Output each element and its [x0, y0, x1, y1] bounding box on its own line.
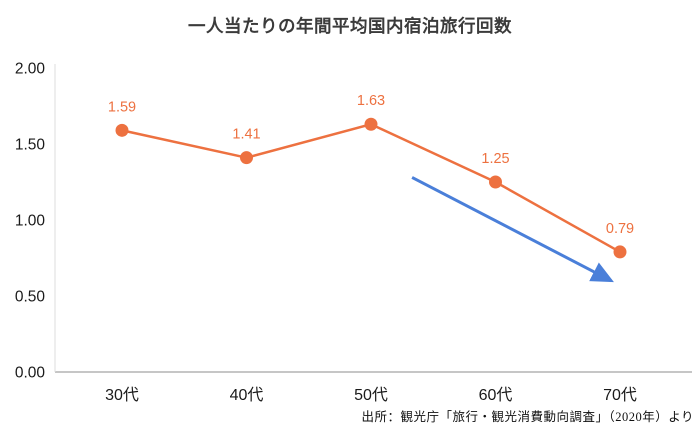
axes — [54, 64, 692, 373]
data-label: 1.25 — [481, 151, 509, 167]
y-tick-label: 0.50 — [15, 289, 46, 306]
y-tick-label: 2.00 — [15, 61, 46, 78]
trend-annotation — [411, 176, 614, 283]
tick-labels: 0.00 0.50 1.00 1.50 2.00 30代 40代 50代 60代 70代 — [15, 61, 637, 405]
data-label: 1.63 — [357, 93, 385, 109]
decline-arrow — [411, 176, 614, 283]
data-label: 1.41 — [232, 127, 260, 143]
y-tick-label: 1.00 — [15, 213, 46, 230]
data-point — [115, 123, 129, 137]
data-labels: 1.59 1.41 1.63 1.25 0.79 — [108, 93, 634, 237]
x-tick-label: 70代 — [603, 386, 637, 404]
x-tick-label: 40代 — [230, 386, 264, 404]
trend-line — [121, 122, 621, 254]
data-point — [613, 245, 627, 259]
x-tick-label: 50代 — [354, 386, 388, 404]
data-series — [115, 117, 627, 259]
x-tick-label: 60代 — [479, 386, 513, 404]
x-tick-label: 30代 — [105, 386, 139, 404]
data-point — [489, 175, 502, 189]
data-point — [364, 117, 378, 131]
data-label: 1.59 — [108, 99, 136, 115]
chart-title: 一人当たりの年間平均国内宿泊旅行回数 — [188, 16, 512, 36]
y-tick-label: 0.00 — [15, 365, 46, 382]
data-label: 0.79 — [606, 221, 634, 237]
y-tick-label: 1.50 — [15, 137, 46, 154]
data-point — [240, 151, 253, 165]
source-note: 出所：観光庁「旅行・観光消費動向調査」（2020年）より — [361, 410, 694, 424]
